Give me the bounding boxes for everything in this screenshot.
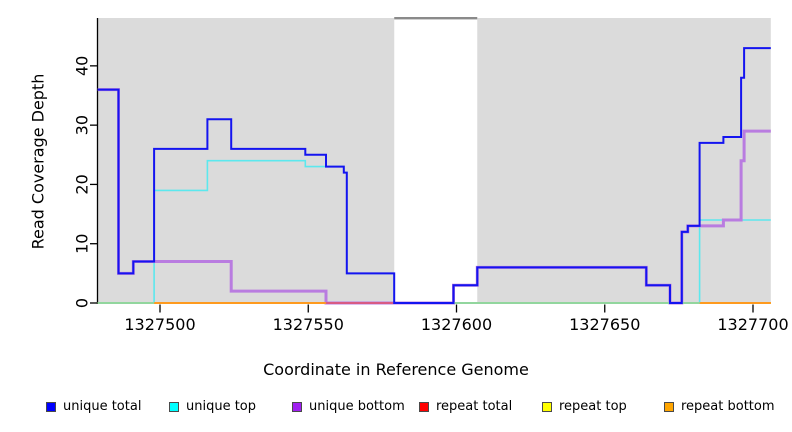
gap-top-bar (394, 17, 478, 20)
legend-label: unique bottom (309, 399, 405, 414)
x-axis-title: Coordinate in Reference Genome (263, 360, 529, 379)
legend-label: unique top (186, 399, 257, 414)
legend-label: repeat top (559, 399, 627, 414)
legend-label: repeat bottom (681, 399, 775, 414)
x-tick-label: 1327600 (421, 315, 492, 334)
legend-item-repeat-top: repeat top (542, 399, 627, 415)
x-tick-label: 1327550 (273, 315, 344, 334)
plot-area: 0 10 20 30 40 1327500 1327550 1327600 1327650 132… (73, 17, 789, 334)
x-tick-label: 1327700 (717, 315, 788, 334)
legend-item-unique-total: unique total (46, 399, 141, 415)
y-tick-label: 30 (73, 115, 92, 135)
y-tick-label: 0 (73, 298, 92, 308)
legend-swatch (292, 402, 302, 412)
y-axis-title: Read Coverage Depth (28, 73, 48, 250)
legend-item-unique-top: unique top (169, 399, 256, 415)
legend-item-repeat-bottom: repeat bottom (664, 399, 775, 415)
legend-item-unique-bottom: unique bottom (292, 399, 405, 415)
shaded-region (477, 18, 771, 303)
y-tick-label: 20 (73, 174, 92, 194)
x-tick-label: 1327500 (124, 315, 195, 334)
legend: unique total unique top unique bottom repea… (0, 399, 792, 419)
y-tick-label: 10 (73, 234, 92, 254)
legend-label: unique total (63, 399, 142, 414)
legend-swatch (46, 402, 56, 412)
legend-swatch (419, 402, 429, 412)
legend-swatch (542, 402, 552, 412)
y-tick-label: 40 (73, 56, 92, 76)
legend-item-repeat-total: repeat total (419, 399, 512, 415)
legend-swatch (169, 402, 179, 412)
legend-swatch (664, 402, 674, 412)
legend-label: repeat total (436, 399, 513, 414)
series-unique-total (97, 47, 771, 304)
x-tick-label: 1327650 (569, 315, 640, 334)
